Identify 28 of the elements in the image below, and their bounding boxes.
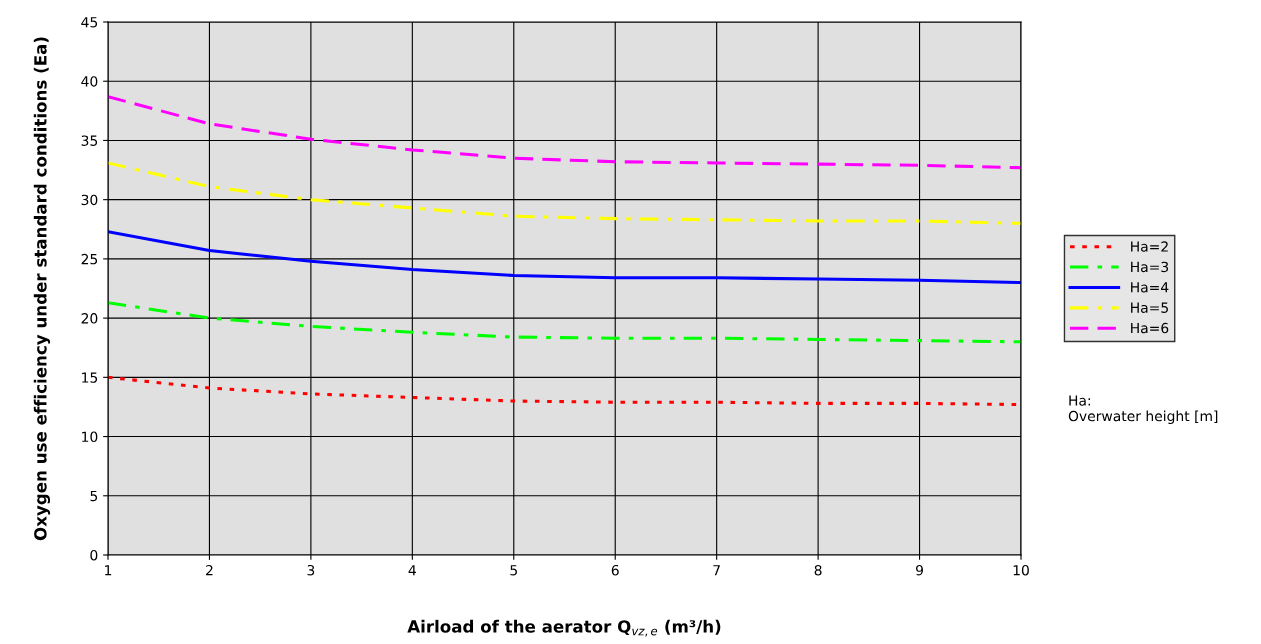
y-tick-label: 30 [81, 194, 98, 206]
x-tick-label: 7 [713, 565, 720, 576]
legend-label: Ha=4 [1131, 282, 1169, 293]
y-tick-label: 35 [81, 135, 98, 146]
legend-label: Ha=6 [1131, 322, 1169, 334]
legend-label: Ha=5 [1131, 302, 1168, 313]
x-tick-label: 1 [105, 565, 112, 576]
y-tick-label: 10 [82, 431, 98, 443]
y-tick-label: 0 [90, 549, 98, 561]
x-tick-label: 8 [814, 564, 822, 576]
x-tick-label: 9 [916, 564, 923, 576]
legend-label: Ha=3 [1131, 261, 1169, 273]
x-tick-label: 10 [1013, 564, 1029, 576]
x-tick-label: 5 [510, 565, 517, 576]
x-tick-label: 2 [206, 564, 213, 576]
legend-label: Ha=2 [1131, 241, 1168, 252]
y-tick-label: 25 [81, 253, 98, 265]
y-tick-label: 5 [90, 490, 98, 502]
y-tick-label: 40 [81, 76, 98, 87]
x-axis-title: Airload of the aerator Q$_{vz,e}$ (m³/h) [407, 619, 721, 637]
text: Ha: Overwater height [m] [1068, 395, 1218, 424]
x-tick-label: 6 [611, 564, 619, 576]
y-tick-label: 45 [81, 17, 98, 28]
y-tick-label: 15 [82, 372, 98, 383]
x-tick-label: 4 [408, 565, 416, 576]
x-tick-label: 3 [307, 564, 315, 576]
y-axis-title: Oxygen use efficiency under standard conditions (Ea) [33, 37, 51, 541]
y-tick-label: 20 [81, 313, 98, 324]
